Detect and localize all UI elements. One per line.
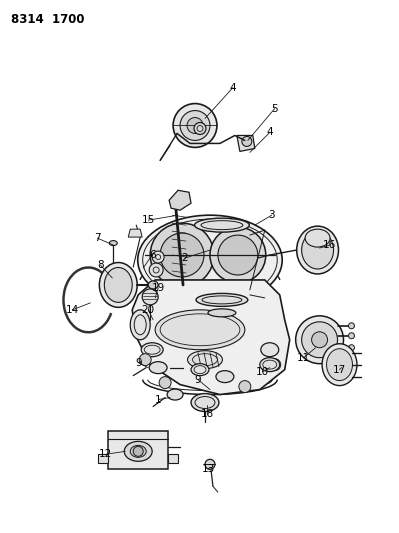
Text: 16: 16 <box>323 240 336 250</box>
Ellipse shape <box>188 351 222 369</box>
Ellipse shape <box>130 446 146 457</box>
Circle shape <box>312 332 328 348</box>
Circle shape <box>239 381 251 393</box>
Ellipse shape <box>208 309 236 317</box>
Circle shape <box>348 323 354 329</box>
Text: 19: 19 <box>152 283 165 293</box>
Circle shape <box>159 377 171 389</box>
Circle shape <box>348 345 354 351</box>
Ellipse shape <box>195 218 249 232</box>
Text: 8314  1700: 8314 1700 <box>11 13 84 26</box>
Polygon shape <box>128 229 142 237</box>
Text: 7: 7 <box>94 233 101 243</box>
Circle shape <box>149 263 163 277</box>
Text: 5: 5 <box>271 103 278 114</box>
Ellipse shape <box>130 310 150 340</box>
Circle shape <box>152 251 164 263</box>
Ellipse shape <box>109 240 117 246</box>
Text: 15: 15 <box>142 215 155 225</box>
Polygon shape <box>168 454 178 463</box>
Text: 2: 2 <box>182 253 188 263</box>
Circle shape <box>142 289 158 305</box>
Text: 1: 1 <box>155 394 162 405</box>
Circle shape <box>302 322 338 358</box>
Circle shape <box>180 110 210 140</box>
Text: 6: 6 <box>149 250 156 260</box>
Ellipse shape <box>191 393 219 411</box>
Text: 17: 17 <box>333 365 346 375</box>
Ellipse shape <box>305 229 330 247</box>
Ellipse shape <box>326 349 352 381</box>
Circle shape <box>173 103 217 148</box>
Ellipse shape <box>149 362 167 374</box>
Ellipse shape <box>104 268 132 302</box>
Circle shape <box>296 316 344 364</box>
Ellipse shape <box>216 370 234 383</box>
Text: 4: 4 <box>267 127 273 138</box>
Ellipse shape <box>191 364 209 376</box>
Ellipse shape <box>99 263 137 308</box>
Ellipse shape <box>196 293 248 306</box>
Ellipse shape <box>261 343 279 357</box>
Text: 18: 18 <box>200 409 213 419</box>
Text: 12: 12 <box>99 449 112 459</box>
Text: 20: 20 <box>142 305 155 315</box>
Circle shape <box>242 136 252 147</box>
Text: 8: 8 <box>97 260 104 270</box>
Circle shape <box>160 233 204 277</box>
Circle shape <box>348 333 354 339</box>
Circle shape <box>150 223 214 287</box>
Circle shape <box>194 123 206 134</box>
Text: 9: 9 <box>195 375 201 385</box>
Circle shape <box>205 459 215 469</box>
Polygon shape <box>237 135 255 151</box>
Ellipse shape <box>148 281 158 289</box>
Text: 4: 4 <box>229 83 236 93</box>
Polygon shape <box>169 190 191 210</box>
Ellipse shape <box>322 344 357 385</box>
Polygon shape <box>132 280 290 394</box>
Circle shape <box>269 359 281 370</box>
Ellipse shape <box>167 389 183 400</box>
Ellipse shape <box>260 358 280 372</box>
Circle shape <box>133 446 143 456</box>
Ellipse shape <box>138 215 282 305</box>
Text: 11: 11 <box>297 353 310 362</box>
Circle shape <box>210 227 266 283</box>
Ellipse shape <box>124 441 152 462</box>
Polygon shape <box>98 454 108 463</box>
Ellipse shape <box>297 226 338 274</box>
Text: 3: 3 <box>269 210 275 220</box>
Text: 13: 13 <box>201 464 215 474</box>
Text: 9: 9 <box>135 358 142 368</box>
Text: 14: 14 <box>66 305 79 315</box>
Ellipse shape <box>141 343 163 357</box>
Circle shape <box>139 354 151 366</box>
Circle shape <box>218 235 258 275</box>
Circle shape <box>187 117 203 133</box>
Ellipse shape <box>302 231 334 269</box>
Text: 10: 10 <box>256 367 269 377</box>
Polygon shape <box>108 431 168 469</box>
Ellipse shape <box>155 310 245 350</box>
